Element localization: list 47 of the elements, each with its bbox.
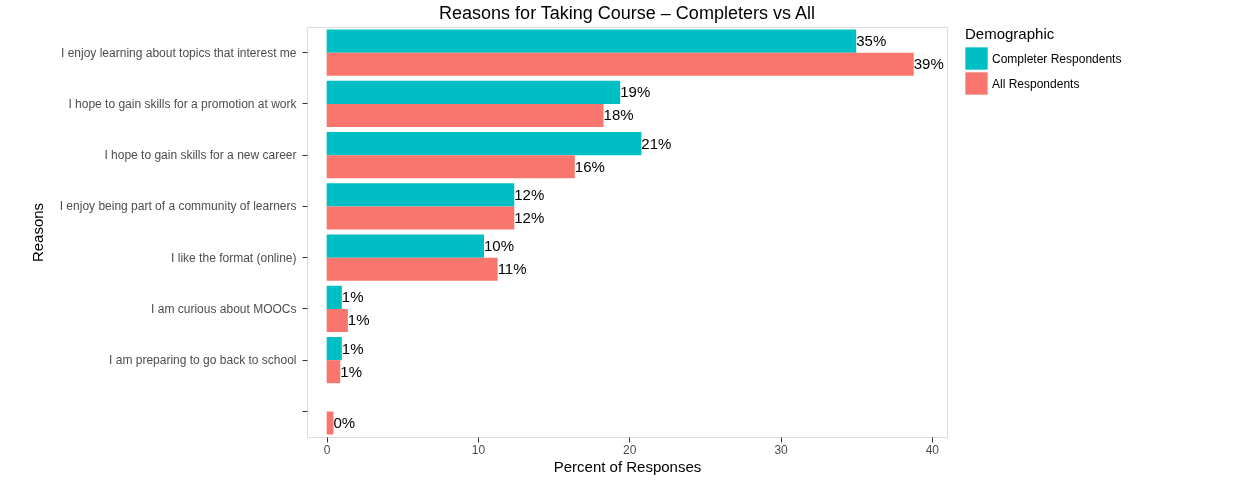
y-tick-label: I am preparing to go back to school [109, 353, 297, 368]
y-axis-title: Reasons [28, 202, 46, 263]
bar [326, 103, 604, 127]
x-tick-label: 10 [471, 442, 486, 457]
bar [326, 52, 914, 76]
data-label: 10% [484, 237, 515, 255]
data-label: 39% [913, 55, 944, 73]
bar [326, 234, 485, 258]
bar [326, 257, 498, 281]
bar [326, 360, 341, 384]
legend-label: All Respondents [992, 76, 1080, 91]
data-label: 11% [497, 260, 527, 278]
data-label: 21% [641, 134, 672, 152]
bar [326, 155, 575, 179]
legend-title: Demographic [965, 25, 1055, 42]
data-label: 1% [341, 339, 364, 357]
data-label: 1% [341, 288, 364, 306]
data-label: 16% [574, 157, 605, 175]
y-tick-label: I hope to gain skills for a new career [104, 148, 297, 163]
x-tick-label: 30 [774, 442, 789, 457]
legend-label: Completer Respondents [992, 51, 1122, 66]
chart-title: Reasons for Taking Course – Completers vs All [439, 3, 815, 23]
data-label: 18% [603, 106, 634, 124]
bar [326, 285, 342, 309]
y-tick-label: I am curious about MOOCs [151, 301, 297, 316]
y-tick-label: I like the format (online) [171, 250, 297, 265]
x-tick-label: 40 [925, 442, 940, 457]
data-label: 19% [620, 83, 651, 101]
y-tick-label: I hope to gain skills for a promotion at work [68, 96, 298, 111]
bar [326, 183, 515, 207]
data-label: 12% [514, 208, 545, 226]
x-axis-title: Percent of Responses [553, 457, 702, 475]
data-label: 1% [340, 362, 362, 380]
x-tick-label: 20 [623, 442, 637, 457]
bar [326, 132, 642, 156]
data-label: 1% [347, 311, 370, 329]
bar [326, 206, 515, 230]
bar [326, 80, 621, 104]
data-label: 35% [856, 32, 887, 50]
y-tick-label: I enjoy being part of a community of learners [59, 199, 297, 214]
x-tick-label: 0 [323, 442, 331, 457]
bar [326, 308, 348, 332]
bar [326, 29, 857, 53]
data-label: 12% [514, 185, 545, 203]
data-label: 0% [333, 413, 356, 431]
y-tick-label: I enjoy learning about topics that interest me [61, 45, 297, 60]
bar [326, 337, 342, 361]
